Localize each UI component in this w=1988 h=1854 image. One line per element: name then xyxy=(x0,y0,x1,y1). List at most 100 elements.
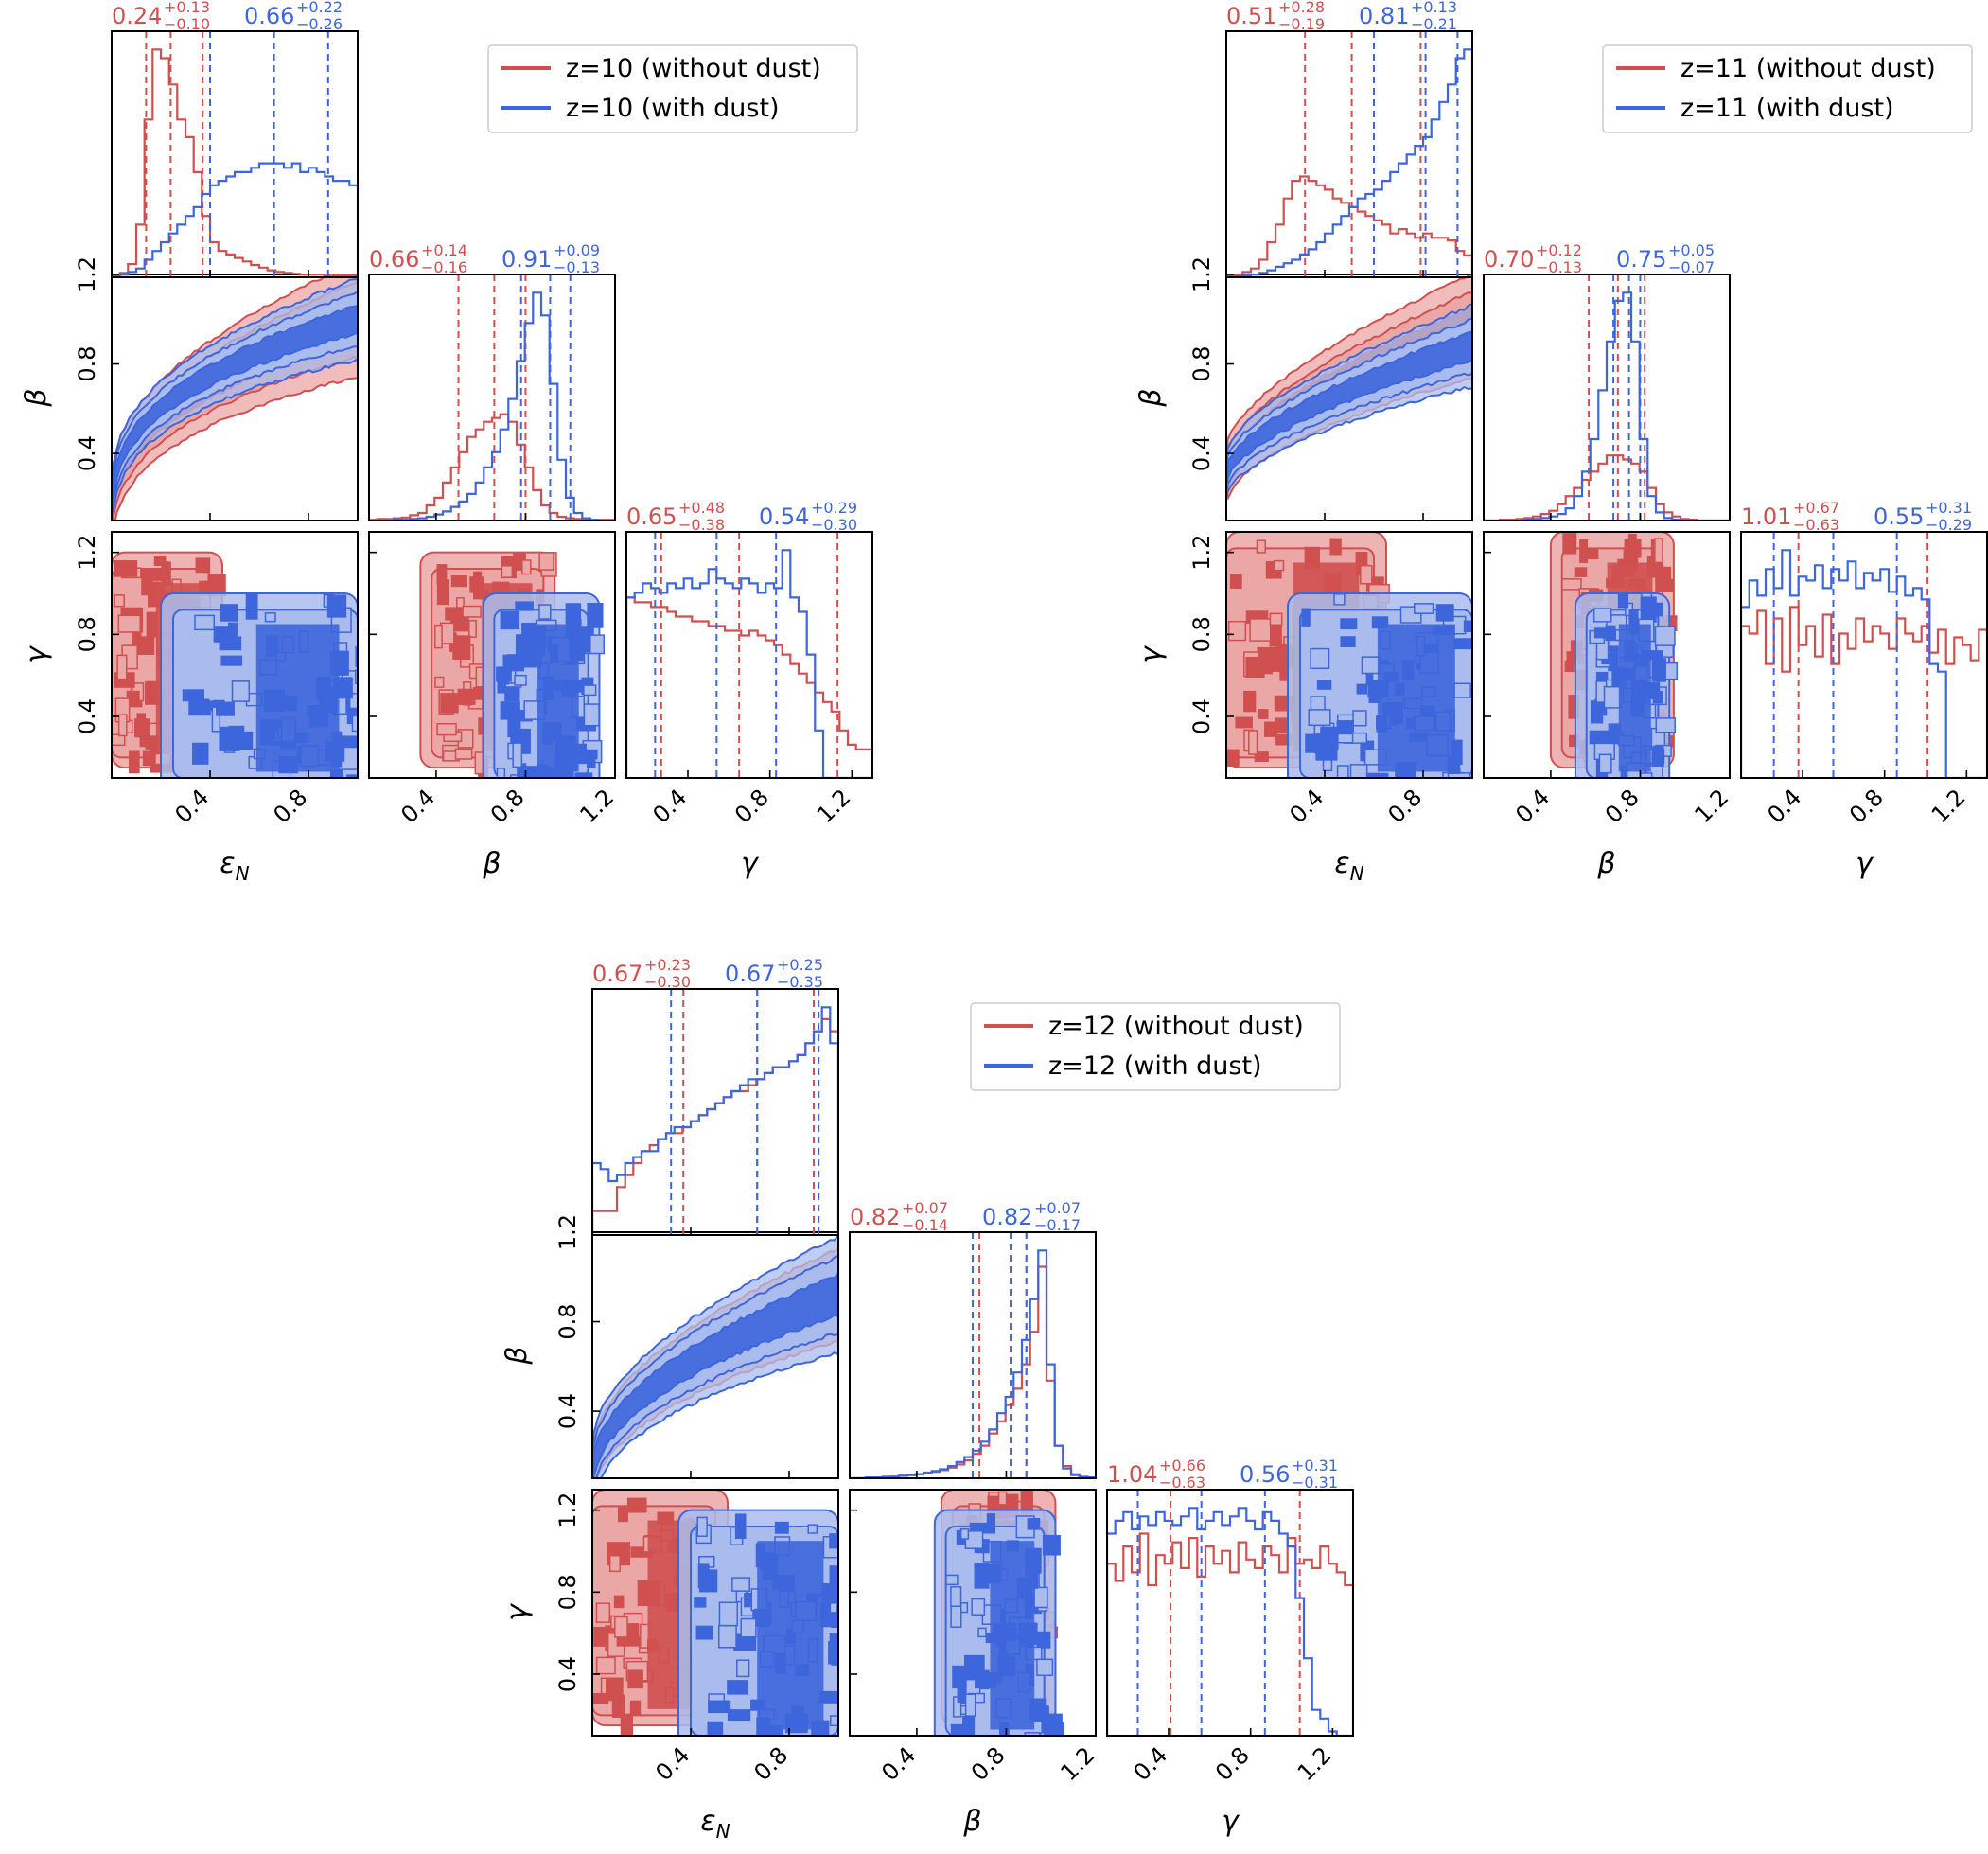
y-tick-label: 0.4 xyxy=(1188,435,1215,471)
legend: z=10 (without dust) z=10 (with dust) xyxy=(487,44,858,133)
blue-contour-patch xyxy=(696,1516,708,1537)
panel-frame xyxy=(111,274,359,521)
x-tick-label: 0.4 xyxy=(650,1741,695,1786)
red-contour-patch xyxy=(1256,539,1266,554)
blue-contour-core xyxy=(757,1541,824,1730)
red-contour-patch xyxy=(462,605,482,618)
blue-contour-patch xyxy=(1447,772,1471,778)
corner-plot-3: 0.67 +0.23−0.30 0.67 +0.25−0.350.82 +0.07−0.… xyxy=(501,956,1354,1843)
blue-contour-patch xyxy=(740,1617,757,1638)
blue-contour-patch xyxy=(194,614,215,631)
x-axis-label-ε_N: εN xyxy=(1334,847,1363,885)
red-contour-patch xyxy=(457,688,476,705)
blue-histogram-line xyxy=(1484,291,1730,521)
blue-contour-patch xyxy=(1340,618,1358,630)
blue-contour-patch xyxy=(565,603,582,623)
blue-contour-patch xyxy=(1651,747,1664,767)
red-contour-patch xyxy=(150,569,167,581)
contour-panel-γ-vs-ε_N xyxy=(112,551,358,778)
red-contour-patch xyxy=(1329,538,1342,556)
y-axis-label-β: β xyxy=(501,1346,534,1365)
blue-contour-patch xyxy=(1605,625,1616,642)
x-tick-label: 0.8 xyxy=(1382,784,1427,828)
blue-histogram-line xyxy=(1741,549,1987,778)
contour-panel-γ-vs-β xyxy=(1549,532,1679,778)
red-title-lower-error: −0.16 xyxy=(421,258,467,276)
y-tick-label: 0.4 xyxy=(1188,698,1215,734)
x-tick-label: 1.2 xyxy=(574,784,619,828)
contour-panel-β-vs-ε_N xyxy=(592,1233,838,1478)
blue-contour-patch xyxy=(1310,647,1330,670)
red-contour-patch xyxy=(629,1700,642,1716)
red-contour-patch xyxy=(1254,751,1269,763)
red-contour-patch xyxy=(128,750,140,774)
blue-title-upper-error: +0.09 xyxy=(554,241,600,259)
legend: z=12 (without dust) z=12 (with dust) xyxy=(970,1002,1341,1091)
x-tick-label: 0.8 xyxy=(730,784,774,828)
red-title-value: 0.66 xyxy=(369,246,419,273)
red-histogram-line xyxy=(626,596,872,778)
blue-histogram-line xyxy=(112,162,358,277)
red-contour-patch xyxy=(440,693,459,714)
red-histogram-line xyxy=(1741,606,1987,778)
blue-title-upper-error: +0.29 xyxy=(811,499,857,517)
blue-contour-patch xyxy=(1301,608,1311,627)
y-tick-label: 0.8 xyxy=(554,1303,581,1339)
red-histogram-line xyxy=(369,413,615,521)
red-histogram-line xyxy=(592,1017,838,1235)
panel-frame xyxy=(111,531,359,779)
blue-contour-patch xyxy=(1652,690,1663,704)
blue-contour-patch xyxy=(830,1612,838,1628)
x-tick-label: 0.8 xyxy=(1210,1741,1255,1786)
blue-contour-level-3 xyxy=(112,304,358,500)
red-title-upper-error: +0.14 xyxy=(421,241,467,259)
blue-contour-patch xyxy=(192,742,209,765)
blue-title-value: 0.54 xyxy=(759,503,809,530)
legend-label: z=10 (with dust) xyxy=(566,94,780,123)
panel-frame xyxy=(111,30,359,278)
blue-contour-level-3 xyxy=(592,1271,838,1478)
blue-title-lower-error: −0.30 xyxy=(811,516,857,534)
blue-contour-patch xyxy=(1646,602,1663,617)
y-tick-label: 0.4 xyxy=(74,435,100,471)
blue-contour-patch xyxy=(219,636,242,651)
blue-contour-patch xyxy=(707,1721,724,1735)
red-contour-patch xyxy=(117,564,131,574)
y-axis-label-γ: γ xyxy=(501,1602,534,1621)
histogram-β xyxy=(850,1232,1096,1478)
contour-panel-γ-vs-ε_N xyxy=(1226,532,1472,778)
blue-title-upper-error: +0.25 xyxy=(777,956,823,974)
histogram-ε_N xyxy=(112,31,358,277)
blue-contour-patch xyxy=(1024,1732,1041,1736)
red-contour-patch xyxy=(133,718,150,738)
red-histogram-line xyxy=(1484,454,1730,521)
blue-title-upper-error: +0.07 xyxy=(1034,1199,1081,1217)
red-contour-patch xyxy=(614,1616,628,1638)
red-title-lower-error: −0.63 xyxy=(1793,516,1839,534)
red-contour-patch xyxy=(1245,656,1265,679)
blue-histogram-line xyxy=(850,1249,1096,1478)
blue-contour-patch xyxy=(964,1530,984,1549)
histogram-β xyxy=(369,274,615,521)
panel-frame xyxy=(368,274,616,521)
blue-title-upper-error: +0.31 xyxy=(1926,499,1972,517)
blue-contour-patch xyxy=(695,1625,713,1640)
blue-contour-patch xyxy=(1336,765,1349,778)
y-tick-label: 0.4 xyxy=(554,1393,581,1429)
blue-contour-patch xyxy=(351,715,358,733)
contour-panel-γ-vs-ε_N xyxy=(592,1490,838,1736)
y-tick-label: 1.2 xyxy=(1188,535,1215,571)
red-contour-patch xyxy=(434,624,443,649)
y-tick-label: 0.8 xyxy=(1188,616,1215,652)
x-axis-label-β: β xyxy=(482,847,501,880)
x-axis-label-γ: γ xyxy=(1222,1805,1240,1838)
blue-contour-level-3 xyxy=(1226,330,1472,481)
blue-contour-patch xyxy=(945,1574,959,1586)
x-tick-label: 1.2 xyxy=(1055,1741,1100,1786)
legend-box xyxy=(1602,44,1973,133)
red-contour-patch xyxy=(114,594,125,608)
red-contour-patch xyxy=(626,1497,647,1513)
blue-contour-patch xyxy=(583,703,600,727)
blue-contour-patch xyxy=(727,1680,748,1695)
